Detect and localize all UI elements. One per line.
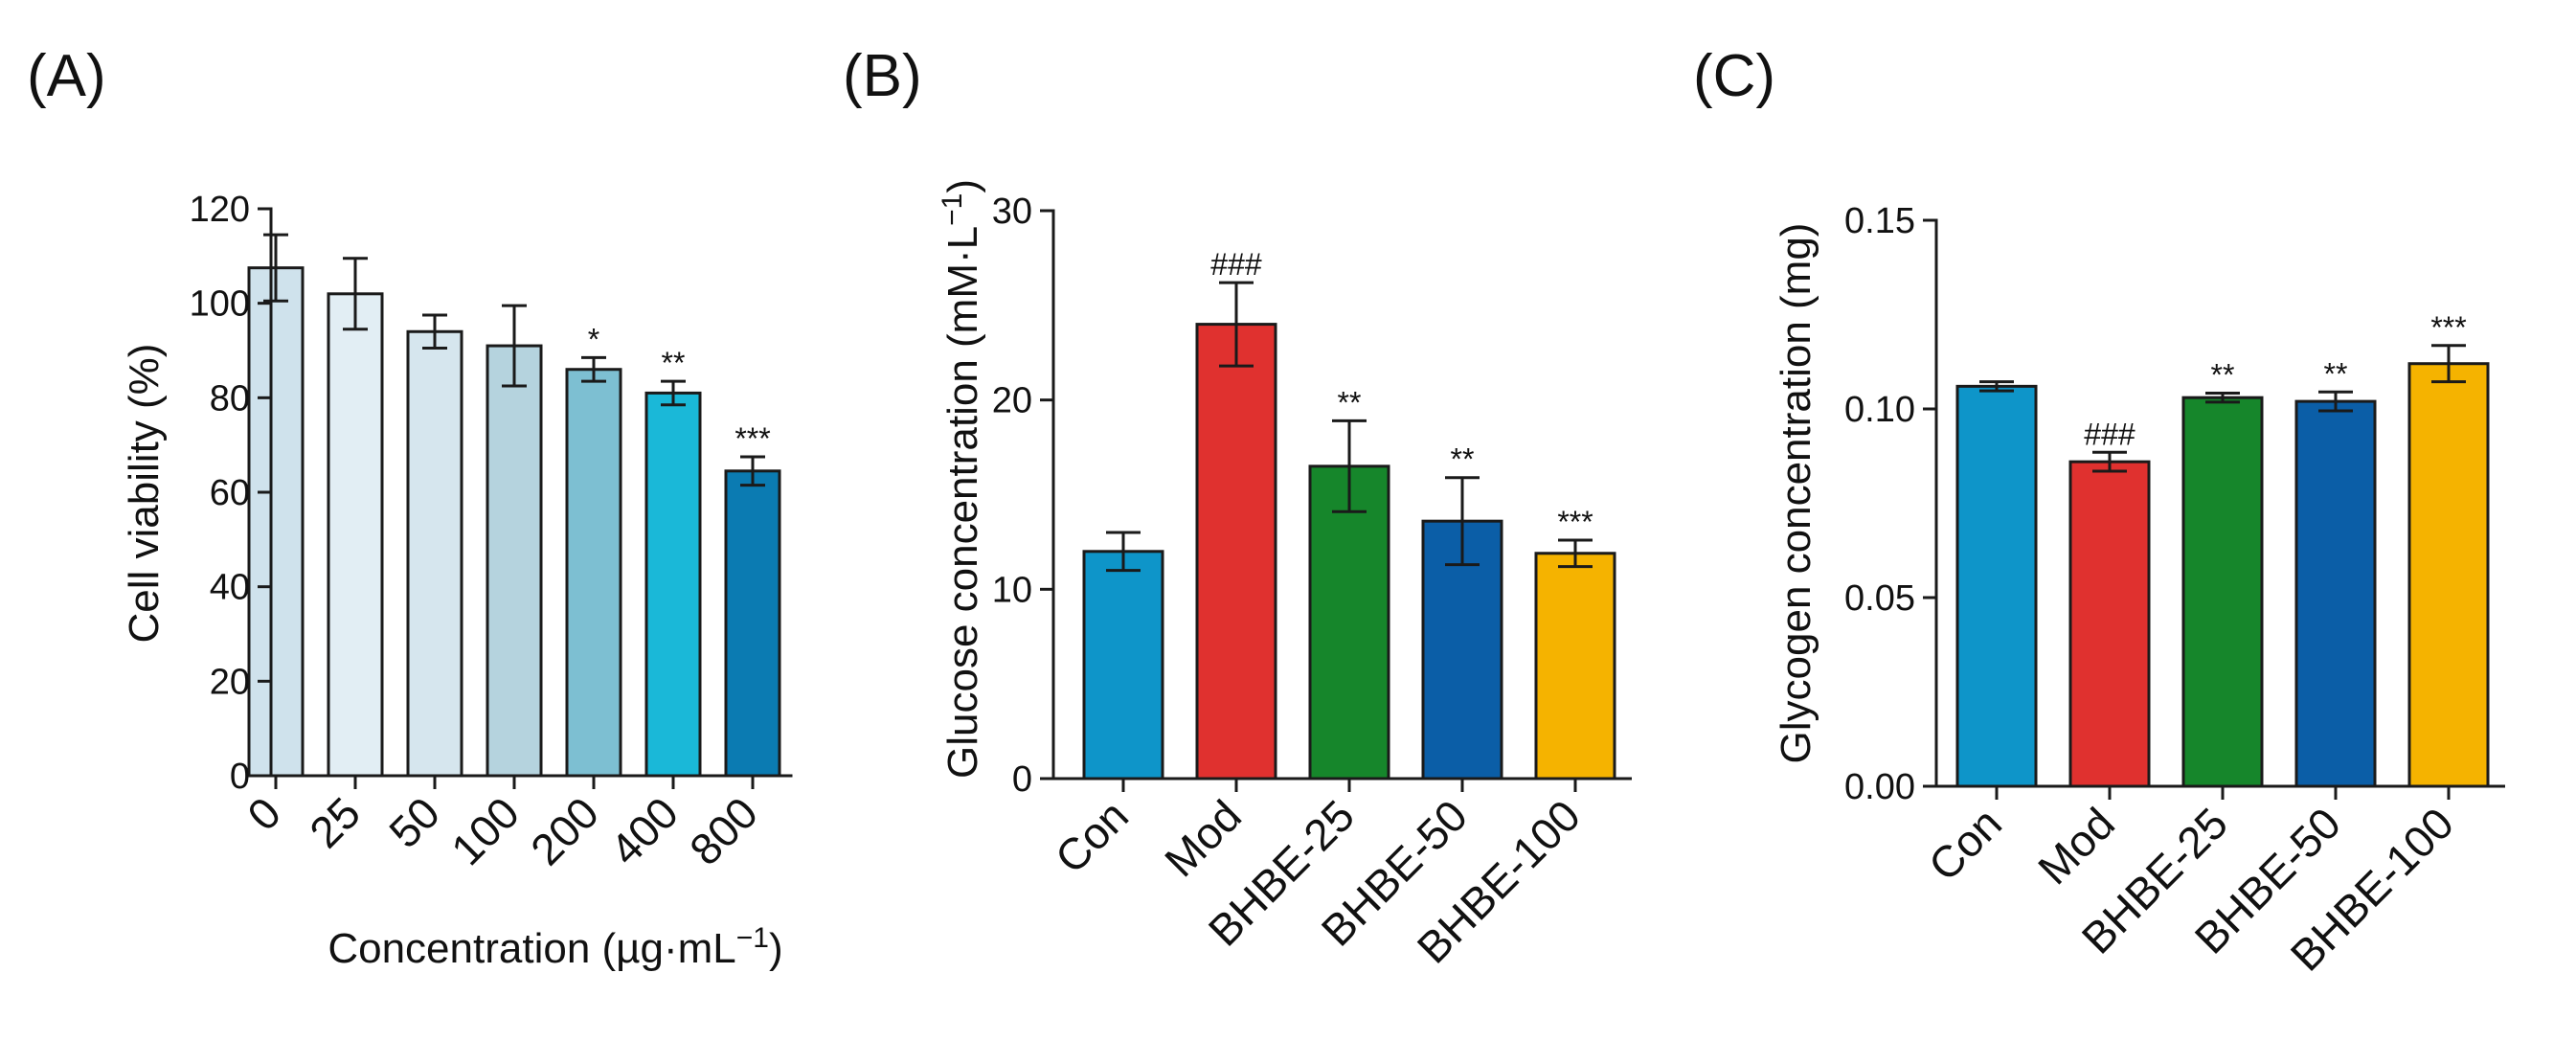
- y-axis-title: Cell viability (%): [121, 344, 168, 644]
- y-axis-title-end: ): [939, 179, 986, 193]
- bar: [406, 329, 463, 778]
- bar: [2181, 396, 2264, 788]
- bar: [1955, 384, 2038, 788]
- error-bar: [2092, 450, 2127, 473]
- significance-label: ***: [2430, 310, 2466, 345]
- significance-label: ###: [2084, 417, 2135, 451]
- error-bar: [581, 355, 606, 383]
- error-bar: [2431, 344, 2466, 384]
- significance-label: **: [1451, 442, 1475, 477]
- error-bar: [1445, 476, 1480, 567]
- x-axis-title-sup: −1: [736, 922, 769, 954]
- bar: [247, 266, 305, 778]
- bar: [1082, 550, 1164, 781]
- x-axis-title-main: Concentration (µg·mL: [328, 925, 735, 972]
- bar: [644, 391, 702, 778]
- x-tick-label: Mod: [1155, 790, 1251, 886]
- x-tick-label: 100: [441, 787, 529, 874]
- significance-label: **: [662, 346, 686, 380]
- y-axis-title-main: Glucose concentration (mM·L: [939, 226, 986, 779]
- y-axis-title-sup: −1: [937, 193, 968, 226]
- significance-label: ###: [1210, 247, 1262, 282]
- y-axis-title: Glycogen concentration (mg): [1773, 223, 1819, 764]
- bar: [2294, 399, 2377, 788]
- y-axis-title: Glucose concentration (mM·L−1): [937, 179, 987, 779]
- error-bar: [661, 379, 686, 407]
- panel-letter: (C): [1693, 43, 1775, 109]
- y-tick-label: 0.15: [1844, 201, 1915, 241]
- error-bar: [502, 304, 527, 388]
- y-tick-label: 20: [210, 662, 250, 702]
- y-tick-label: 10: [992, 570, 1032, 610]
- significance-label: *: [588, 322, 599, 356]
- error-bar: [1332, 419, 1367, 513]
- significance-label: **: [1338, 385, 1362, 419]
- y-tick-label: 0.00: [1844, 767, 1915, 807]
- bar: [1534, 552, 1616, 781]
- error-bar: [422, 313, 447, 351]
- panel-letter: (A): [27, 43, 106, 109]
- panel-letter: (B): [843, 43, 922, 109]
- x-tick-label: 200: [521, 787, 608, 874]
- significance-label: **: [2324, 356, 2348, 391]
- error-bar: [740, 455, 765, 487]
- error-bar: [343, 257, 368, 331]
- error-bar: [1558, 538, 1593, 569]
- y-tick-label: 30: [992, 192, 1032, 232]
- y-tick-label: 120: [190, 190, 250, 230]
- error-bar: [263, 233, 288, 303]
- error-bar: [2205, 391, 2240, 404]
- bar: [327, 292, 384, 778]
- bar: [1195, 323, 1277, 781]
- y-tick-label: 60: [210, 473, 250, 513]
- panel-b: (B)Con###Mod**BHBE-25**BHBE-50***BHBE-10…: [843, 43, 1632, 973]
- bar: [724, 469, 781, 778]
- x-tick-label: 400: [600, 787, 688, 874]
- panel-c: (C)Con###Mod**BHBE-25**BHBE-50***BHBE-10…: [1693, 43, 2505, 981]
- y-tick-label: 0: [1012, 759, 1032, 800]
- error-bar: [1106, 531, 1141, 573]
- y-tick-label: 20: [992, 381, 1032, 421]
- error-bar: [1219, 281, 1254, 368]
- bar: [565, 368, 622, 778]
- x-axis-title: Concentration (µg·mL−1): [328, 922, 782, 973]
- x-tick-label: Con: [1919, 798, 2011, 890]
- significance-label: **: [2211, 357, 2235, 392]
- x-tick-label: 50: [379, 787, 449, 857]
- y-tick-label: 0.10: [1844, 390, 1915, 430]
- x-tick-label: 25: [300, 787, 370, 857]
- y-tick-label: 0: [230, 757, 250, 797]
- y-tick-label: 80: [210, 378, 250, 419]
- x-tick-label: Con: [1046, 790, 1138, 882]
- y-tick-label: 100: [190, 284, 250, 325]
- significance-label: ***: [1557, 505, 1593, 539]
- significance-label: ***: [734, 421, 770, 456]
- bar: [2068, 460, 2151, 788]
- y-axis-title-main: Cell viability (%): [121, 344, 168, 644]
- bar: [2407, 362, 2490, 788]
- bar: [486, 344, 543, 778]
- x-tick-label: Mod: [2028, 798, 2124, 894]
- y-tick-label: 40: [210, 568, 250, 608]
- error-bar: [2318, 390, 2353, 413]
- error-bar: [1979, 380, 2014, 393]
- panel-a: (A)0 25 50100*200**400***80002040608010012…: [27, 43, 793, 972]
- x-tick-label: 800: [680, 787, 767, 874]
- x-axis-title-end: ): [769, 925, 783, 972]
- y-axis-title-main: Glycogen concentration (mg): [1773, 223, 1819, 764]
- y-tick-label: 0.05: [1844, 578, 1915, 619]
